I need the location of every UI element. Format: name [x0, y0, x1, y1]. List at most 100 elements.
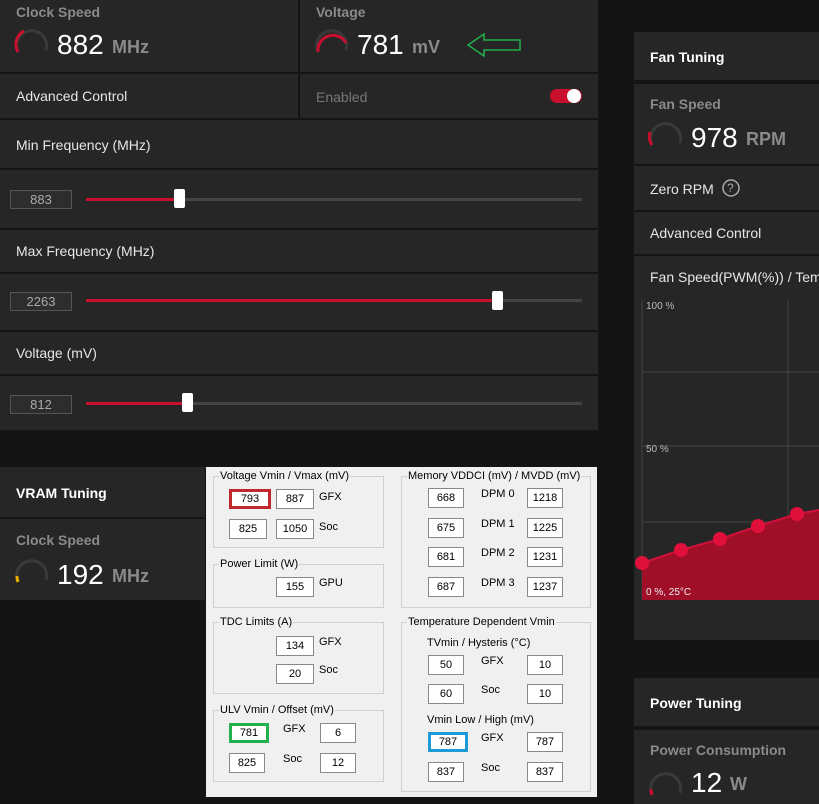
axis-label: 0 %, 25°C: [646, 587, 692, 598]
input-box[interactable]: 787: [428, 732, 468, 752]
card-value: 781: [357, 29, 404, 60]
field-label: GFX: [319, 636, 342, 648]
toggle-state: Enabled: [316, 89, 368, 105]
card-label: Power Consumption: [650, 742, 787, 758]
input-box[interactable]: 6: [320, 723, 356, 743]
slider-track[interactable]: [86, 198, 582, 201]
slider-track[interactable]: [86, 402, 582, 405]
section-title: Power Tuning: [650, 695, 742, 711]
group-title: Temperature Dependent Vmin: [407, 616, 556, 628]
group-box: [213, 622, 384, 694]
field-label: Soc: [319, 521, 338, 533]
input-box[interactable]: 1231: [527, 547, 563, 567]
section-title: VRAM Tuning: [16, 485, 107, 501]
power-card: [634, 730, 819, 804]
input-box[interactable]: 12: [320, 753, 356, 773]
input-box[interactable]: 1050: [276, 519, 314, 539]
axis-label: 50 %: [646, 444, 669, 455]
slider-knob[interactable]: [492, 291, 503, 310]
vram-header: [0, 467, 205, 517]
slider-label: Max Frequency (MHz): [16, 243, 155, 259]
slider-knob[interactable]: [174, 189, 185, 208]
field-label: GFX: [283, 723, 306, 735]
field-label: Vmin Low / High (mV): [427, 714, 534, 726]
input-box[interactable]: 668: [428, 488, 464, 508]
group-title: Memory VDDCI (mV) / MVDD (mV): [407, 470, 582, 482]
field-label: DPM 3: [481, 577, 515, 589]
row-label: Zero RPM: [650, 181, 714, 197]
field-label: DPM 1: [481, 518, 515, 530]
clock-card: [0, 0, 298, 72]
help-icon[interactable]: ?: [727, 181, 734, 195]
card-unit: RPM: [746, 129, 786, 149]
group-title: Voltage Vmin / Vmax (mV): [219, 470, 350, 482]
advanced-state[interactable]: [300, 74, 598, 118]
field-label: GFX: [319, 491, 342, 503]
input-box[interactable]: 787: [527, 732, 563, 752]
input-box[interactable]: 825: [229, 519, 267, 539]
card-value: 882: [57, 29, 104, 60]
input-box[interactable]: 825: [229, 753, 265, 773]
input-box[interactable]: 781: [229, 723, 269, 743]
card-label: Fan Speed: [650, 96, 721, 112]
input-box[interactable]: 60: [428, 684, 464, 704]
axis-label: 100 %: [646, 301, 675, 312]
input-box[interactable]: 687: [428, 577, 464, 597]
field-label: GFX: [481, 732, 504, 744]
input-box[interactable]: 837: [428, 762, 464, 782]
input-box[interactable]: 887: [276, 489, 314, 509]
row: [634, 256, 819, 298]
input-box[interactable]: 837: [527, 762, 563, 782]
input-box[interactable]: 50: [428, 655, 464, 675]
input-box[interactable]: 1218: [527, 488, 563, 508]
row: [0, 332, 598, 374]
field-label: Soc: [481, 684, 500, 696]
field-label: DPM 0: [481, 488, 515, 500]
input-box[interactable]: 793: [229, 489, 271, 509]
card-unit: mV: [412, 37, 441, 57]
input-box[interactable]: 681: [428, 547, 464, 567]
card-unit: MHz: [112, 37, 149, 57]
card-value: 978: [691, 122, 738, 153]
input-box[interactable]: 1237: [527, 577, 563, 597]
fan-header: [634, 32, 819, 80]
row-label: Advanced Control: [650, 225, 762, 241]
row[interactable]: [634, 212, 819, 254]
row[interactable]: [634, 166, 819, 210]
slider-knob[interactable]: [182, 393, 193, 412]
input-box[interactable]: 1225: [527, 518, 563, 538]
row: [0, 120, 598, 168]
card-value: 192: [57, 559, 104, 590]
slider-value[interactable]: 883: [10, 190, 72, 209]
input-box[interactable]: 155: [276, 577, 314, 597]
advanced-row[interactable]: [0, 74, 298, 118]
field-label: DPM 2: [481, 547, 515, 559]
slider-label: Voltage (mV): [16, 345, 97, 361]
card-label: Voltage: [316, 4, 366, 20]
input-box[interactable]: 134: [276, 636, 314, 656]
field-label: Soc: [481, 762, 500, 774]
card-label: Clock Speed: [16, 532, 101, 548]
row: [0, 230, 598, 272]
group-title: Power Limit (W): [219, 558, 300, 570]
field-label: GPU: [319, 577, 343, 589]
group-title: ULV Vmin / Offset (mV): [219, 704, 335, 716]
card-value: 12: [691, 767, 723, 798]
field-label: TVmin / Hysteris (°C): [427, 637, 531, 649]
field-label: Soc: [283, 753, 302, 765]
field-label: Soc: [319, 664, 338, 676]
slider-fill: [86, 402, 188, 405]
input-box[interactable]: 675: [428, 518, 464, 538]
voltage-card: [300, 0, 598, 72]
slider-value[interactable]: 2263: [10, 292, 72, 311]
field-label: GFX: [481, 655, 504, 667]
input-box[interactable]: 10: [527, 684, 563, 704]
slider-fill: [86, 299, 498, 302]
section-title: Fan Tuning: [650, 49, 725, 65]
slider-value[interactable]: 812: [10, 395, 72, 414]
input-box[interactable]: 10: [527, 655, 563, 675]
input-box[interactable]: 20: [276, 664, 314, 684]
card-unit: W: [730, 774, 747, 794]
